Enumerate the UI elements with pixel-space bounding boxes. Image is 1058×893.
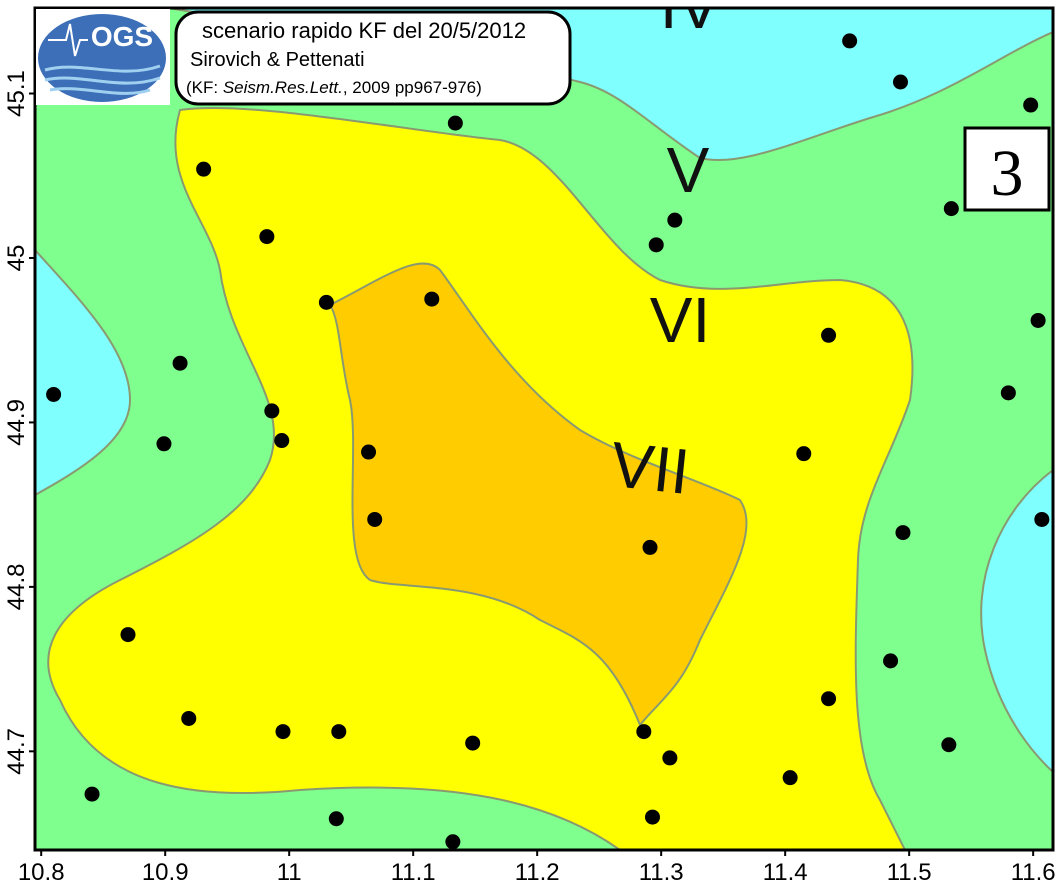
station [465, 735, 481, 751]
y-tick-label: 44.9 [3, 399, 30, 446]
station [1000, 385, 1016, 401]
stations [46, 33, 1050, 850]
station [331, 724, 347, 740]
ref-suffix: , 2009 pp967-976) [343, 78, 482, 97]
x-tick-label: 11.6 [1011, 859, 1056, 886]
station [196, 161, 212, 177]
x-tick-label: 10.9 [142, 859, 189, 886]
station [667, 212, 683, 228]
station [662, 750, 678, 766]
panel-box [963, 126, 1051, 212]
ref-journal: Seism.Res.Lett. [223, 78, 343, 97]
station [361, 444, 377, 460]
zone-label: VII [608, 428, 693, 508]
station [821, 327, 837, 343]
station [156, 436, 172, 452]
zone-vii-area [328, 262, 748, 727]
station [1034, 511, 1050, 527]
station [447, 115, 463, 131]
station [367, 511, 383, 527]
y-tick-label: 44.8 [3, 564, 30, 611]
x-tick-label: 11.1 [391, 859, 436, 886]
station [328, 811, 344, 827]
station [892, 74, 908, 90]
station [648, 237, 664, 253]
station [275, 724, 291, 740]
station [181, 710, 197, 726]
x-tick-label: 11.5 [887, 859, 932, 886]
station [445, 834, 461, 850]
logo-seismo [48, 23, 88, 57]
panel-label: 3 [991, 137, 1024, 210]
station [943, 201, 959, 217]
station [644, 809, 660, 825]
station [642, 539, 658, 555]
x-tick-label: 11 [277, 859, 302, 886]
station [424, 291, 440, 307]
y-tick-label: 45 [3, 245, 30, 272]
y-tick-label: 45.1 [3, 70, 30, 117]
ref-prefix: (KF: [186, 78, 223, 97]
zone-iv-area [980, 468, 1053, 774]
station [1030, 312, 1046, 328]
station [46, 386, 62, 402]
station [883, 653, 899, 669]
station [120, 627, 136, 643]
station [821, 691, 837, 707]
zone-iv-area [35, 248, 132, 497]
logo-globe [38, 14, 166, 102]
x-tick-label: 11.4 [763, 859, 808, 886]
logo: OGS [36, 9, 170, 105]
y-tick-label: 44.7 [3, 728, 30, 775]
info-box-frame [174, 10, 572, 106]
x-tick-label: 10.8 [18, 859, 65, 886]
station [84, 786, 100, 802]
station [842, 33, 858, 49]
info-box: scenario rapido KF del 20/5/2012 Sirovic… [174, 10, 572, 106]
panel-number: 3 [963, 126, 1051, 212]
station [941, 737, 957, 753]
zone-label: V [667, 134, 710, 206]
logo-text: OGS [91, 21, 153, 52]
station [782, 770, 798, 786]
info-authors: Sirovich & Pettenati [190, 49, 365, 71]
station [264, 403, 280, 419]
zone-label: VI [650, 284, 710, 356]
station [259, 229, 275, 245]
logo-waves [44, 64, 161, 95]
info-title: scenario rapido KF del 20/5/2012 [202, 18, 526, 43]
plot-frame [33, 6, 1055, 852]
station [318, 294, 334, 310]
station [274, 433, 290, 449]
station [895, 525, 911, 541]
x-tick-label: 11.2 [515, 859, 560, 886]
contour-map: IV V VI VII [35, 0, 1053, 850]
station [172, 355, 188, 371]
station [796, 446, 812, 462]
info-reference: (KF: Seism.Res.Lett., 2009 pp967-976) [186, 78, 482, 97]
zone-label: IV [660, 0, 721, 42]
x-tick-label: 11.3 [639, 859, 684, 886]
station [1023, 97, 1039, 113]
station [636, 724, 652, 740]
